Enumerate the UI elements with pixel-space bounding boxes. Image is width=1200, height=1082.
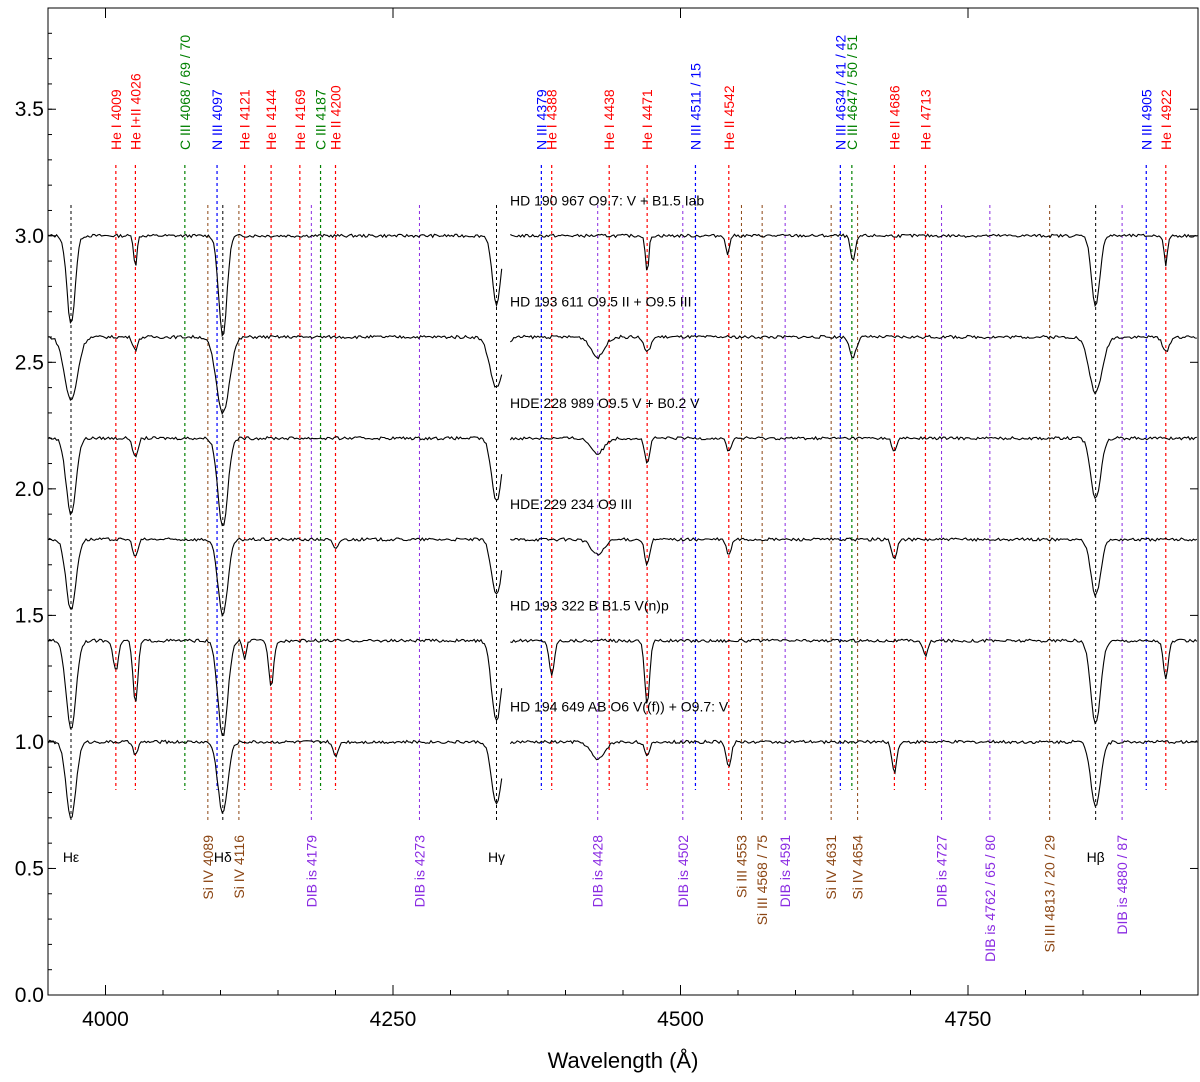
top-line-label: N III 4634 / 41 / 42 xyxy=(832,35,848,150)
bottom-line-label: Si IV 4631 xyxy=(823,835,839,900)
spectrum-label: HD 190 967 O9.7: V + B1.5 Iab xyxy=(510,192,704,208)
spectrum-label: HD 193 322 B B1.5 V(n)p xyxy=(510,597,669,613)
spectrum-line-3 xyxy=(47,537,1198,618)
spectrum-label: HD 193 611 O9.5 II + O9.5 III xyxy=(510,294,691,310)
y-tick-label: 1.5 xyxy=(15,604,44,627)
y-tick-label: 3.0 xyxy=(15,225,44,248)
spectrum-line-0 xyxy=(47,233,1197,338)
bottom-line-label: Si IV 4654 xyxy=(850,835,866,900)
bottom-line-label: DIB is 4727 xyxy=(934,835,950,908)
tick-labels: 0.0 0.5 1.0 1.5 2.0 2.5 3.0 3.5 4000 4250 4500 4750 xyxy=(15,98,992,1031)
spectrum-label: HDE 228 989 O9.5 V + B0.2 V xyxy=(510,395,700,411)
spectrum-line-2 xyxy=(47,435,1197,527)
top-line-label: He I 4922 xyxy=(1158,89,1174,150)
top-line-label: C III 4187 xyxy=(313,89,329,150)
spectrum-line-5 xyxy=(47,739,1198,819)
top-line-label: He I 4121 xyxy=(237,89,253,150)
bottom-line-label: Si III 4568 / 75 xyxy=(754,835,770,925)
bottom-line-label: Si III 4813 / 20 / 29 xyxy=(1042,835,1058,953)
x-tick-label: 4250 xyxy=(370,1008,417,1031)
bottom-line-label: Si III 4553 xyxy=(733,835,749,898)
bottom-line-label: DIB is 4880 / 87 xyxy=(1114,835,1130,935)
balmer-label: Hγ xyxy=(488,849,505,865)
x-tick-label: 4500 xyxy=(657,1008,704,1031)
bottom-line-label: Si IV 4116 xyxy=(231,835,247,899)
top-line-label: N III 4905 xyxy=(1138,89,1154,150)
top-line-label: C III 4068 / 69 / 70 xyxy=(177,35,193,150)
top-line-label: He I 4009 xyxy=(108,89,124,150)
bottom-line-label: DIB is 4762 / 65 / 80 xyxy=(982,835,998,962)
x-tick-label: 4750 xyxy=(945,1008,992,1031)
bottom-line-label: Si IV 4089 xyxy=(200,835,216,900)
top-line-label: He I 4169 xyxy=(292,89,308,150)
x-tick-label: 4000 xyxy=(82,1008,129,1031)
bottom-line-label: DIB is 4502 xyxy=(675,835,691,908)
bottom-line-label: DIB is 4591 xyxy=(777,835,793,908)
y-tick-label: 2.5 xyxy=(15,351,44,374)
top-line-label: He I 4144 xyxy=(263,89,279,150)
spectrum-label: HDE 229 234 O9 III xyxy=(510,496,632,512)
y-tick-label: 0.5 xyxy=(15,857,44,880)
x-axis-title: Wavelength (Å) xyxy=(548,1048,699,1073)
bottom-line-label: DIB is 4428 xyxy=(590,835,606,908)
top-line-labels: He I 4009 He I+II 4026 C III 4068 / 69 / 7… xyxy=(108,35,1174,150)
y-tick-label: 0.0 xyxy=(15,984,44,1007)
top-line-label: N III 4097 xyxy=(209,89,225,150)
balmer-label: Hδ xyxy=(214,849,232,865)
top-line-label: C III 4647 / 50 / 51 xyxy=(844,35,860,150)
y-tick-label: 3.5 xyxy=(15,98,44,121)
y-tick-label: 1.0 xyxy=(15,731,44,754)
bottom-line-label: DIB is 4179 xyxy=(303,835,319,908)
top-line-label: He I+II 4026 xyxy=(127,73,143,150)
top-line-label: He I 4388 xyxy=(544,89,560,150)
bottom-line-label: DIB is 4273 xyxy=(411,835,427,908)
spectra-series: HD 190 967 O9.7: V + B1.5 Iab HD 193 611 … xyxy=(47,192,1198,819)
top-line-label: He I 4713 xyxy=(917,89,933,150)
balmer-label: Hε xyxy=(63,849,79,865)
spectrum-line-1 xyxy=(48,334,1197,416)
top-line-label: N III 4379 xyxy=(533,89,549,150)
top-line-label: He I 4438 xyxy=(601,89,617,150)
y-tick-label: 2.0 xyxy=(15,478,44,501)
balmer-label: Hβ xyxy=(1087,849,1105,865)
line-markers xyxy=(70,165,1167,822)
top-line-label: He I 4471 xyxy=(639,89,655,150)
spectrum-label: HD 194 649 AB O6 V((f)) + O9.7: V xyxy=(510,699,729,715)
top-line-label: N III 4511 / 15 xyxy=(687,63,703,150)
top-line-label: He II 4686 xyxy=(886,85,902,150)
top-line-label: He II 4200 xyxy=(328,85,344,150)
spectrum-line-4 xyxy=(47,638,1198,736)
top-line-label: He II 4542 xyxy=(721,85,737,150)
